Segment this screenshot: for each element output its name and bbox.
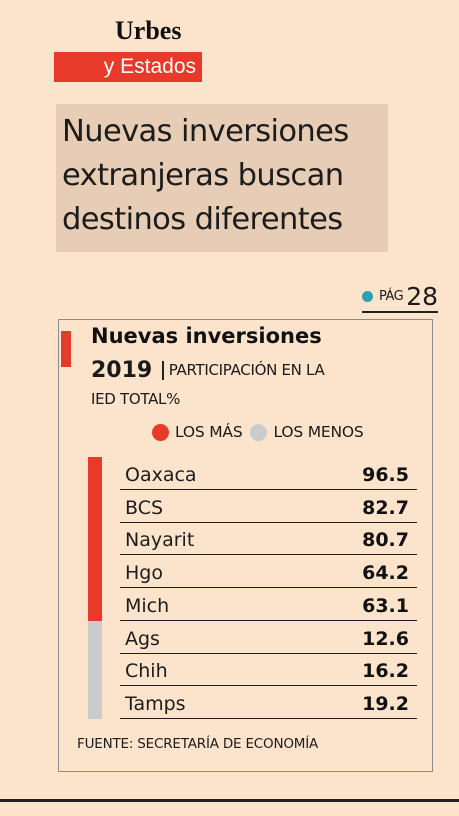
legend: LOS MÁS LOS MENOS [152, 420, 372, 444]
row-label: Ags [125, 627, 160, 650]
chart-subtitle-line2: IED TOTAL% [91, 390, 181, 408]
chart-year-line: 2019 PARTICIPACIÓN EN LA [91, 355, 325, 385]
group-bar-most [88, 457, 102, 621]
chart-year: 2019 [91, 357, 153, 383]
legend-swatch-most [152, 423, 169, 441]
chart-title: Nuevas inversiones [91, 324, 322, 348]
headline: Nuevas inversiones extranjeras buscan de… [62, 114, 349, 237]
table-row: Ags 12.6 [120, 621, 417, 654]
title-accent-bar [61, 331, 71, 367]
title-separator [162, 360, 164, 380]
row-value: 82.7 [362, 496, 409, 519]
page-number: 28 [406, 281, 439, 311]
row-value: 64.2 [362, 562, 409, 584]
row-value: 96.5 [362, 463, 409, 486]
table-row: Hgo 64.2 [120, 555, 417, 588]
row-label: Oaxaca [125, 463, 197, 486]
dot-icon [362, 290, 373, 302]
row-value: 19.2 [362, 693, 409, 715]
table-row: Chih 16.2 [120, 654, 417, 687]
page-reference[interactable]: PÁG 28 [362, 281, 439, 313]
legend-label-least: LOS MENOS [273, 423, 364, 441]
legend-swatch-least [250, 423, 268, 441]
group-bar-least [88, 620, 102, 719]
headline-background [56, 104, 388, 252]
row-label: Nayarit [125, 529, 195, 552]
page-label: PÁG [379, 288, 404, 304]
bottom-rule [0, 799, 459, 802]
chart-subtitle-line1: PARTICIPACIÓN EN LA [168, 361, 325, 379]
table-row: Oaxaca 96.5 [120, 457, 417, 490]
table-row: Tamps 19.2 [120, 686, 417, 719]
row-value: 12.6 [362, 627, 409, 650]
table-row: Nayarit 80.7 [120, 523, 417, 556]
source-note: FUENTE: SECRETARÍA DE ECONOMÍA [77, 736, 319, 752]
row-value: 80.7 [362, 529, 409, 552]
legend-label-most: LOS MÁS [175, 423, 243, 441]
row-label: BCS [125, 496, 164, 519]
row-label: Chih [125, 660, 168, 683]
row-label: Hgo [125, 562, 163, 584]
row-value: 16.2 [362, 660, 409, 683]
infographic-box [58, 319, 433, 772]
data-table: Oaxaca 96.5 BCS 82.7 Nayarit 80.7 Hgo 64.2 Mich 6… [120, 457, 417, 719]
table-row: BCS 82.7 [120, 490, 417, 523]
table-row: Mich 63.1 [120, 588, 417, 621]
row-label: Mich [125, 594, 170, 617]
section-title-bottom: y Estados [54, 52, 202, 82]
section-title-top: Urbes [115, 16, 182, 45]
row-value: 63.1 [362, 594, 409, 617]
row-label: Tamps [125, 693, 186, 715]
